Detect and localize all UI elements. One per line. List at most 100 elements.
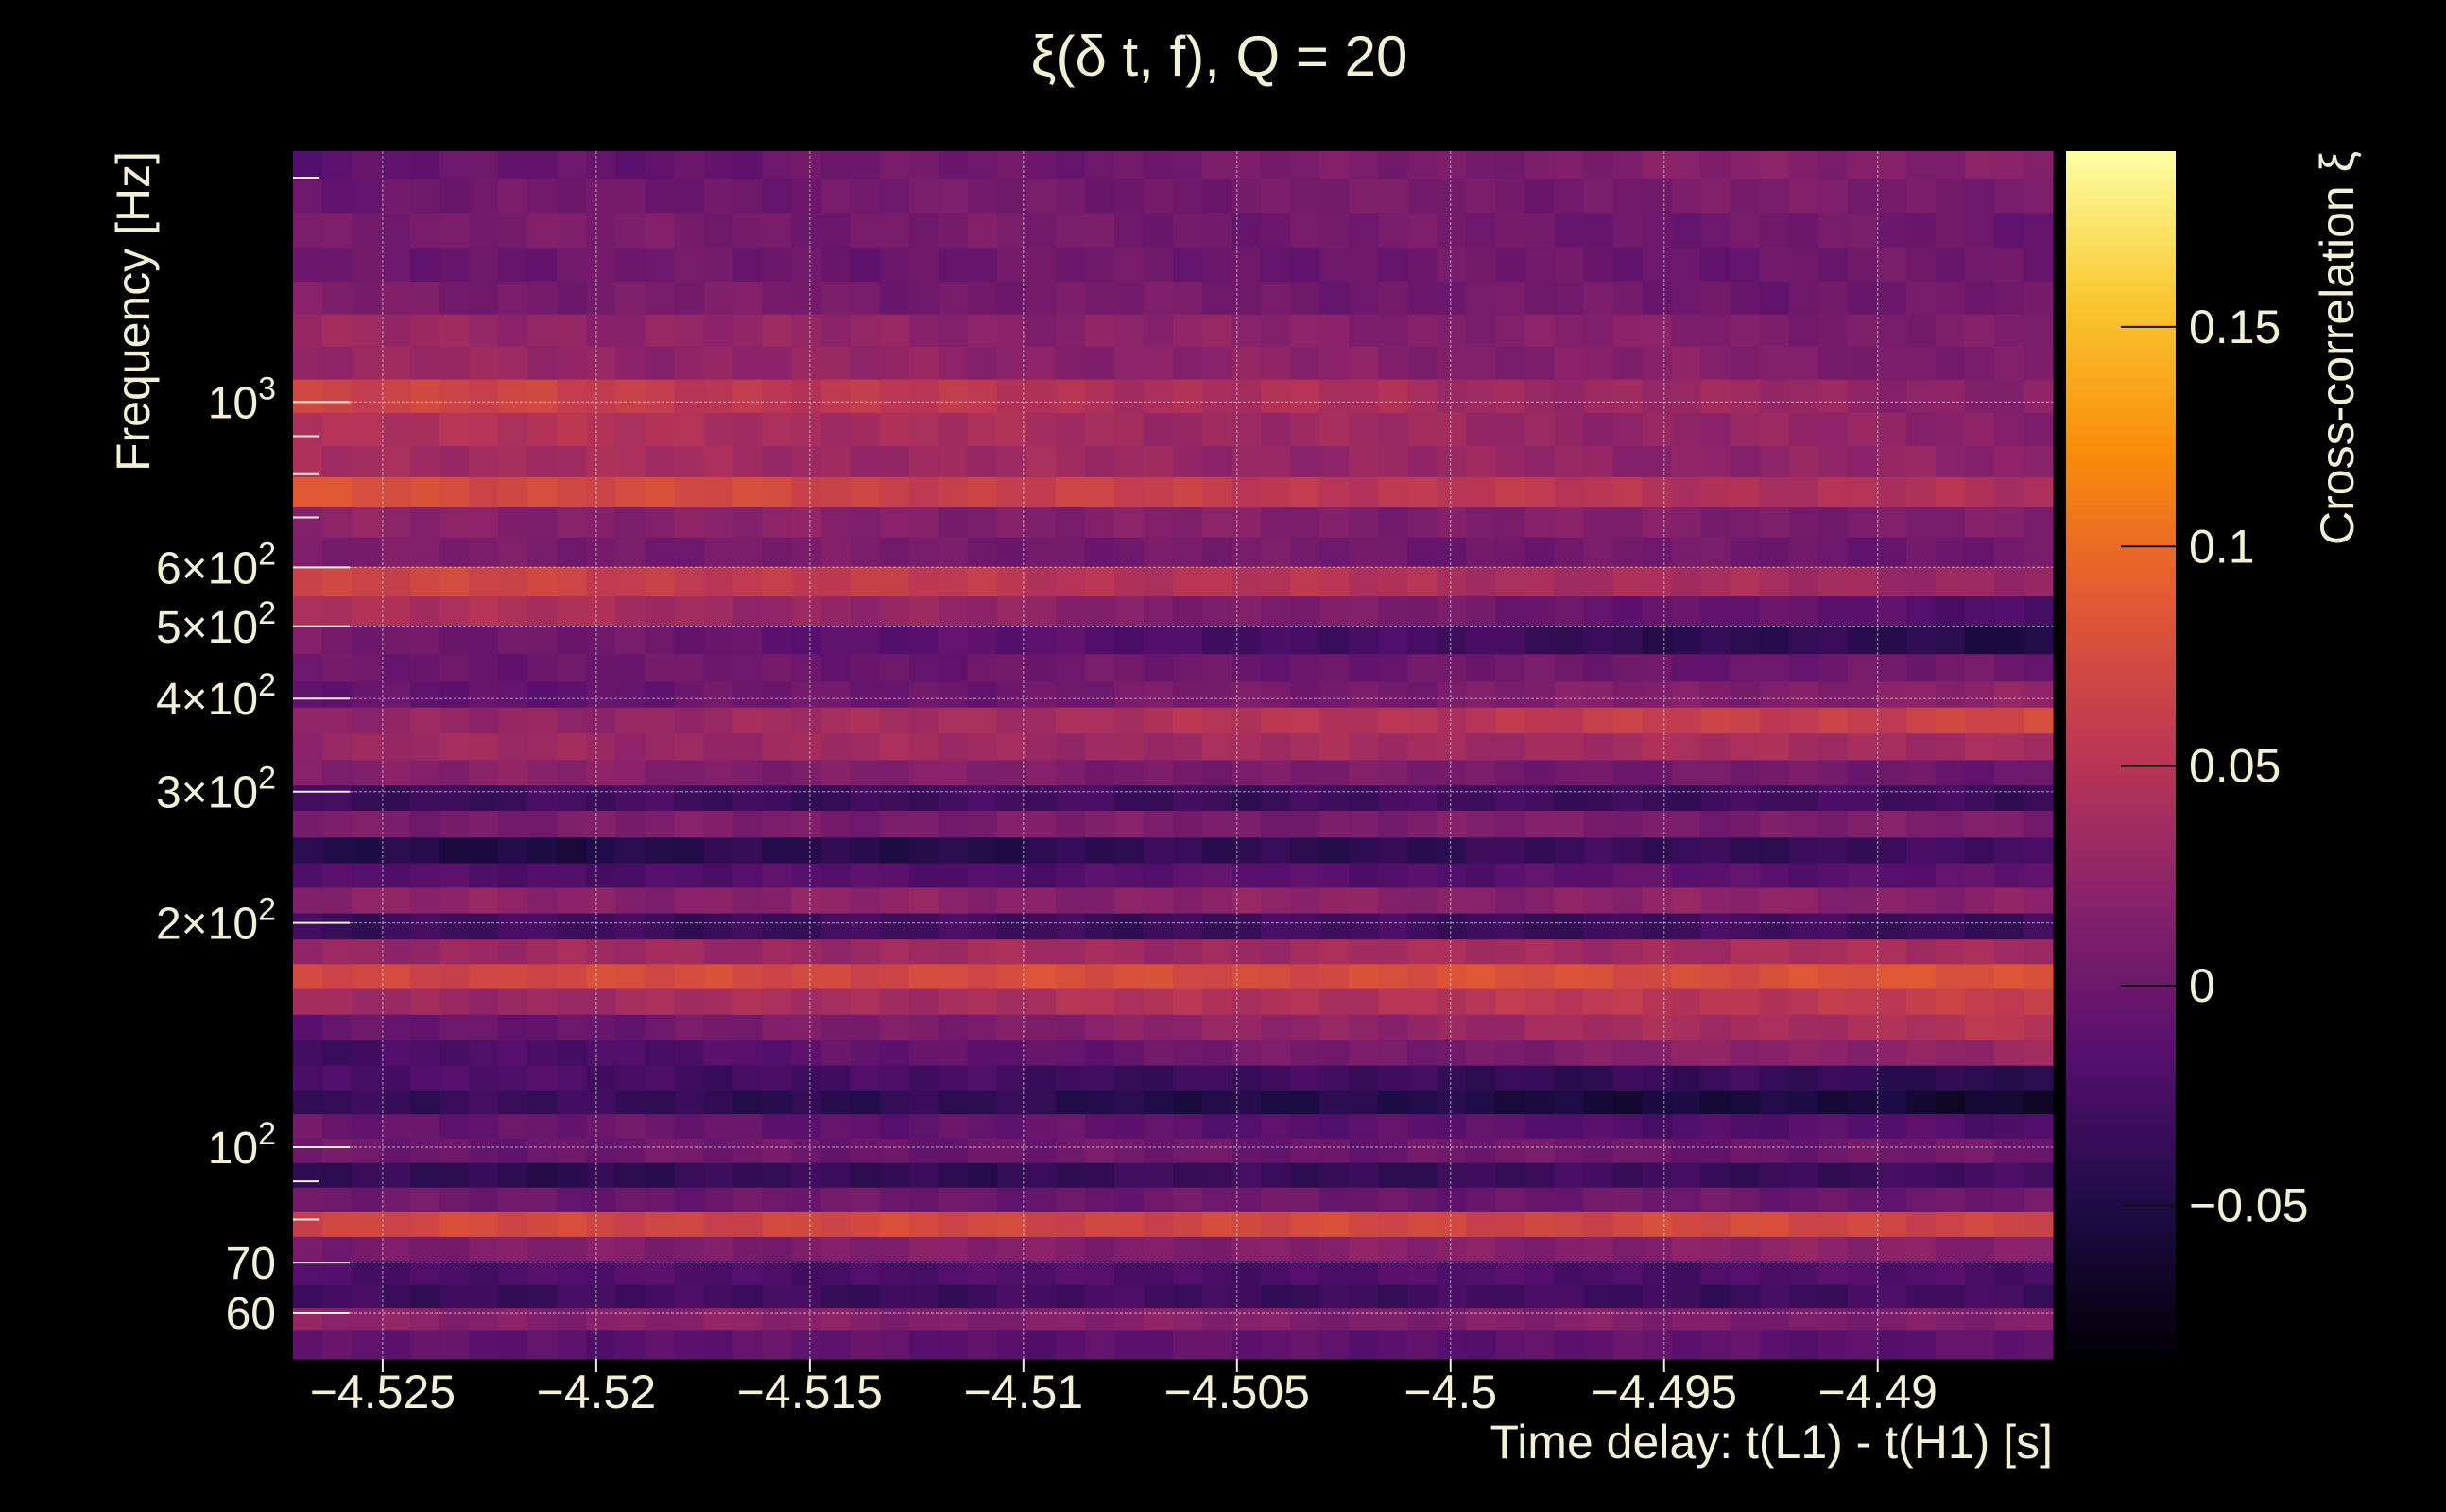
colorbar-label: Cross-correlation ξ <box>2311 151 2364 545</box>
heatmap-cell <box>1349 810 1379 838</box>
heatmap-cell <box>1700 412 1731 447</box>
heatmap-cell <box>1905 281 1937 315</box>
heatmap-cell <box>1964 1307 1995 1331</box>
heatmap-cell <box>1173 680 1203 708</box>
heatmap-cell <box>967 212 998 249</box>
heatmap-cell <box>322 346 353 380</box>
heatmap-cell <box>1495 732 1525 761</box>
heatmap-cell <box>1437 707 1467 734</box>
heatmap-cell <box>557 680 587 708</box>
heatmap-cell <box>557 178 587 214</box>
heatmap-cell <box>1671 1211 1702 1237</box>
heatmap-cell <box>703 247 734 282</box>
heatmap-cell <box>1905 886 1937 914</box>
heatmap-cell <box>1612 281 1644 315</box>
heatmap-cell <box>1935 537 1966 567</box>
colorbar-strip <box>2066 953 2176 964</box>
heatmap-cell <box>703 178 734 214</box>
colorbar-strip <box>2066 301 2176 313</box>
heatmap-cell <box>1759 836 1790 864</box>
heatmap-cell <box>820 759 852 786</box>
heatmap-cell <box>586 595 616 627</box>
heatmap-cell <box>352 537 382 567</box>
colorbar-strip <box>2066 1302 2176 1313</box>
heatmap-cell <box>645 1236 676 1262</box>
heatmap-cell <box>820 506 852 538</box>
heatmap-cell <box>1113 1090 1145 1115</box>
heatmap-cell <box>1202 1260 1232 1285</box>
heatmap-cell <box>615 653 646 682</box>
colorbar-strip <box>2066 670 2176 680</box>
heatmap-cell <box>1466 1187 1496 1212</box>
heatmap-cell <box>1084 476 1115 507</box>
heatmap-cell <box>1025 1040 1057 1066</box>
heatmap-cell <box>1378 1236 1408 1262</box>
heatmap-cell <box>645 862 676 888</box>
heatmap-cell <box>1173 476 1203 507</box>
heatmap-cell <box>1642 566 1673 597</box>
heatmap-cell <box>1084 1138 1115 1163</box>
heatmap-cell <box>498 445 528 477</box>
heatmap-cell <box>1202 379 1232 413</box>
heatmap-cell <box>1847 653 1878 682</box>
heatmap-cell <box>1113 1187 1145 1212</box>
heatmap-cell <box>1495 476 1525 507</box>
heatmap-cell <box>1378 836 1408 864</box>
heatmap-cell <box>791 476 822 507</box>
heatmap-cell <box>1437 1014 1467 1040</box>
heatmap-cell <box>1055 1138 1086 1163</box>
heatmap-cell <box>1349 1284 1379 1309</box>
heatmap-cell <box>527 1260 558 1285</box>
heatmap-cell <box>1612 886 1644 914</box>
heatmap-cell <box>938 476 969 507</box>
heatmap-cell <box>820 247 852 282</box>
heatmap-cell <box>1876 653 1907 682</box>
heatmap-cell <box>1935 346 1966 380</box>
heatmap-cell <box>1055 313 1086 347</box>
heatmap-cell <box>1817 1162 1849 1188</box>
heatmap-cell <box>2023 1307 2054 1331</box>
heatmap-cell <box>410 1260 440 1285</box>
colorbar-strip <box>2066 801 2176 813</box>
heatmap-cell <box>1583 963 1614 989</box>
heatmap-cell <box>762 938 793 965</box>
heatmap-cells <box>293 151 2054 1360</box>
heatmap-cell <box>1876 1284 1907 1309</box>
heatmap-cell <box>1612 625 1644 655</box>
heatmap-cell <box>732 1162 764 1188</box>
heatmap-cell <box>1554 1162 1585 1188</box>
heatmap-cell <box>1319 680 1350 708</box>
heatmap-cell <box>674 1065 705 1091</box>
heatmap-cell <box>1495 1307 1525 1331</box>
heatmap-cell <box>1905 1187 1937 1212</box>
heatmap-cell <box>1232 1187 1262 1212</box>
heatmap-cell <box>1554 912 1585 940</box>
heatmap-cell <box>1554 313 1585 347</box>
heatmap-cell <box>820 732 852 761</box>
heatmap-cell <box>1905 178 1937 214</box>
heatmap-cell <box>1025 810 1057 838</box>
heatmap-cell <box>1700 1236 1731 1262</box>
heatmap-cell <box>1349 963 1379 989</box>
heatmap-cell <box>1495 810 1525 838</box>
heatmap-cell <box>850 506 881 538</box>
heatmap-cell <box>938 963 969 989</box>
heatmap-cell <box>1964 1113 1995 1139</box>
heatmap-cell <box>762 1284 793 1309</box>
heatmap-cell <box>1817 445 1849 477</box>
heatmap-cell <box>1642 476 1673 507</box>
heatmap-cell <box>1964 1284 1995 1309</box>
heatmap-cell <box>498 912 528 940</box>
heatmap-cell <box>1407 680 1438 708</box>
heatmap-cell <box>1143 836 1174 864</box>
heatmap-cell <box>557 1284 587 1309</box>
heatmap-cell <box>879 1236 910 1262</box>
heatmap-cell <box>996 313 1027 347</box>
heatmap-cell <box>1025 537 1057 567</box>
heatmap-cell <box>996 912 1027 940</box>
heatmap-cell <box>1847 1138 1878 1163</box>
heatmap-cell <box>1378 1090 1408 1115</box>
heatmap-cell <box>908 1138 939 1163</box>
heatmap-cell <box>1407 1211 1438 1237</box>
heatmap-cell <box>996 810 1027 838</box>
